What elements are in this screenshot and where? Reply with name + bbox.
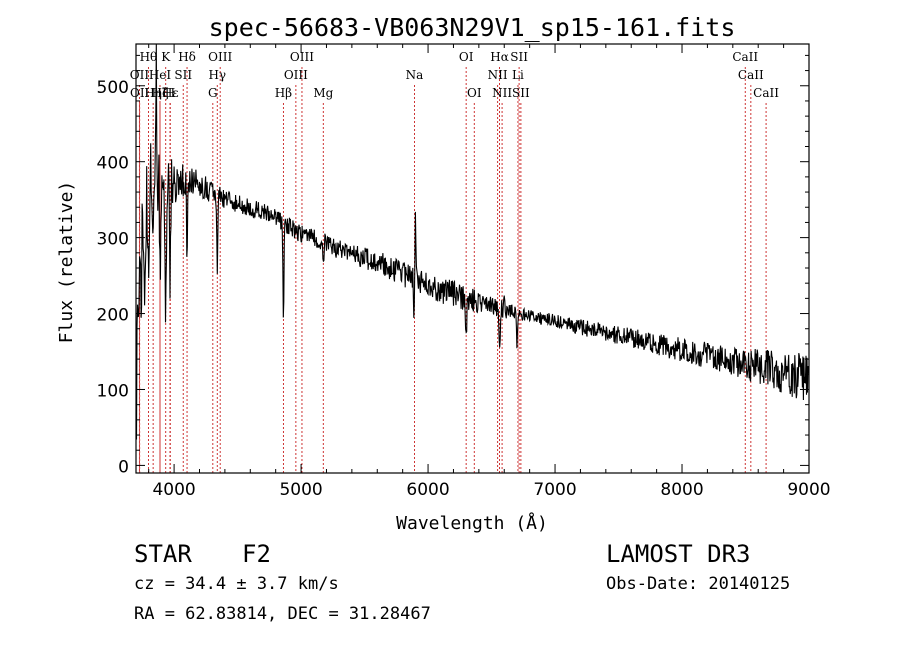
line-label-13: G (208, 86, 218, 100)
line-label-0: Hθ (140, 50, 158, 64)
line-label-16: OIII (290, 50, 314, 64)
line-label-20: OI (467, 86, 482, 100)
axis-ticks: 4000 5000 6000 7000 8000 9000 0 100 200 300 400 500 (97, 44, 831, 500)
line-label-29: CaII (753, 86, 779, 100)
line-label-6: Hζ (152, 86, 169, 100)
line-label-7: HeI (149, 68, 172, 82)
x-tick-label: 8000 (660, 480, 703, 500)
object-class: STAR (134, 540, 192, 568)
survey-name: LAMOST DR3 (606, 540, 751, 568)
y-tick-label: 500 (97, 78, 129, 98)
y-tick-label: 100 (97, 381, 129, 401)
observation-date: Obs-Date: 20140125 (606, 574, 791, 594)
x-tick-label: 4000 (152, 480, 195, 500)
x-tick-label: 7000 (533, 480, 576, 500)
line-label-12: Hγ (208, 68, 226, 82)
line-label-23: NII (492, 86, 512, 100)
line-label-15: OIII (284, 68, 308, 82)
line-label-18: Na (406, 68, 424, 82)
y-axis-label: Flux (relative) (56, 181, 77, 344)
line-label-10: Hδ (178, 50, 196, 64)
y-tick-label: 0 (118, 457, 129, 477)
line-label-28: CaII (738, 68, 764, 82)
line-label-17: Mg (313, 86, 333, 100)
line-label-14: Hβ (275, 86, 292, 100)
line-label-11: OIII (208, 50, 232, 64)
flux-line (135, 43, 810, 440)
line-label-3: Hη (144, 86, 162, 100)
chart-title: spec-56683-VB063N29V1_sp15-161.fits (209, 13, 736, 42)
line-label-2: OII (130, 86, 150, 100)
x-tick-label: 5000 (279, 480, 322, 500)
x-tick-label: 6000 (406, 480, 449, 500)
line-label-5: H (165, 86, 175, 100)
line-label-27: CaII (732, 50, 758, 64)
line-label-25: SII (510, 50, 528, 64)
y-tick-label: 400 (97, 154, 129, 174)
line-label-24: Li (512, 68, 524, 82)
line-label-1: OII (130, 68, 150, 82)
line-label-19: OI (459, 50, 474, 64)
coordinates: RA = 62.83814, DEC = 31.28467 (134, 604, 431, 624)
spectral-subclass: F2 (242, 540, 271, 568)
y-tick-label: 200 (97, 306, 129, 326)
line-label-8: Hε (162, 86, 179, 100)
line-label-4: K (161, 50, 171, 64)
line-label-9: SII (174, 68, 192, 82)
line-label-22: Hα (490, 50, 509, 64)
line-label-26: SII (512, 86, 530, 100)
plot-frame (135, 43, 810, 474)
line-label-21: NII (488, 68, 508, 82)
y-tick-label: 300 (97, 230, 129, 250)
redshift-value: cz = 34.4 ± 3.7 km/s (134, 574, 339, 594)
x-axis-label: Wavelength (Å) (396, 512, 548, 534)
x-tick-label: 9000 (787, 480, 830, 500)
spectral-line-markers (138, 67, 767, 473)
